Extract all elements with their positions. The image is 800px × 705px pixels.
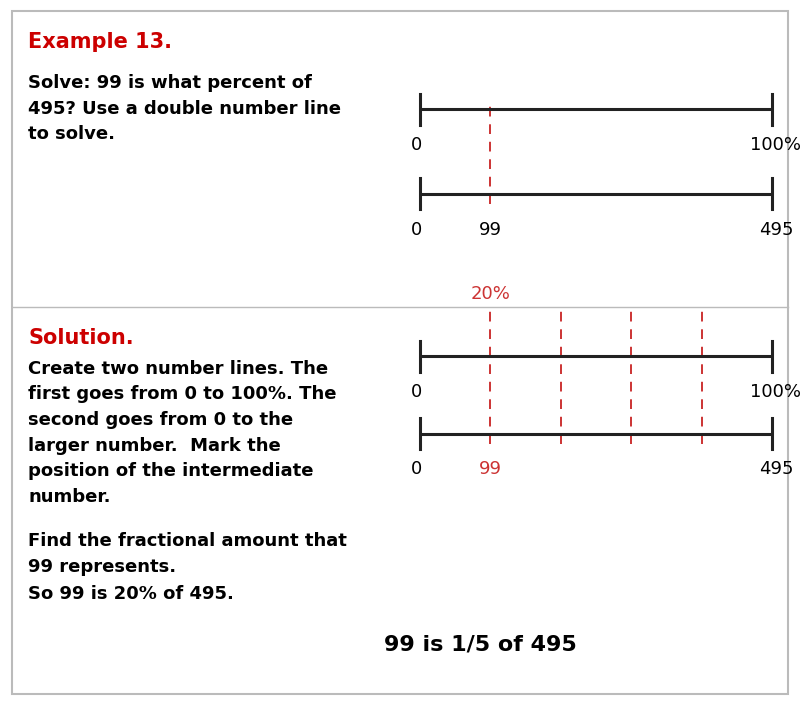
Text: Solve: 99 is what percent of
495? Use a double number line
to solve.: Solve: 99 is what percent of 495? Use a … bbox=[28, 74, 341, 143]
Text: 99: 99 bbox=[479, 460, 502, 479]
Text: 99 is 1/5 of 495: 99 is 1/5 of 495 bbox=[384, 634, 576, 654]
Text: 99: 99 bbox=[479, 221, 502, 239]
Text: Create two number lines. The
first goes from 0 to 100%. The
second goes from 0 t: Create two number lines. The first goes … bbox=[28, 360, 337, 506]
Text: Find the fractional amount that
99 represents.: Find the fractional amount that 99 repre… bbox=[28, 532, 347, 576]
Text: 495: 495 bbox=[758, 221, 794, 239]
Text: 0: 0 bbox=[410, 221, 422, 239]
Text: 495: 495 bbox=[758, 460, 794, 479]
Text: 100%: 100% bbox=[750, 383, 800, 401]
Text: So 99 is 20% of 495.: So 99 is 20% of 495. bbox=[28, 585, 234, 603]
Text: 20%: 20% bbox=[470, 285, 510, 303]
Text: Solution.: Solution. bbox=[28, 328, 134, 348]
Text: 100%: 100% bbox=[750, 136, 800, 154]
Text: 0: 0 bbox=[410, 383, 422, 401]
Text: 0: 0 bbox=[410, 460, 422, 479]
Text: Example 13.: Example 13. bbox=[28, 32, 172, 51]
Text: 0: 0 bbox=[410, 136, 422, 154]
